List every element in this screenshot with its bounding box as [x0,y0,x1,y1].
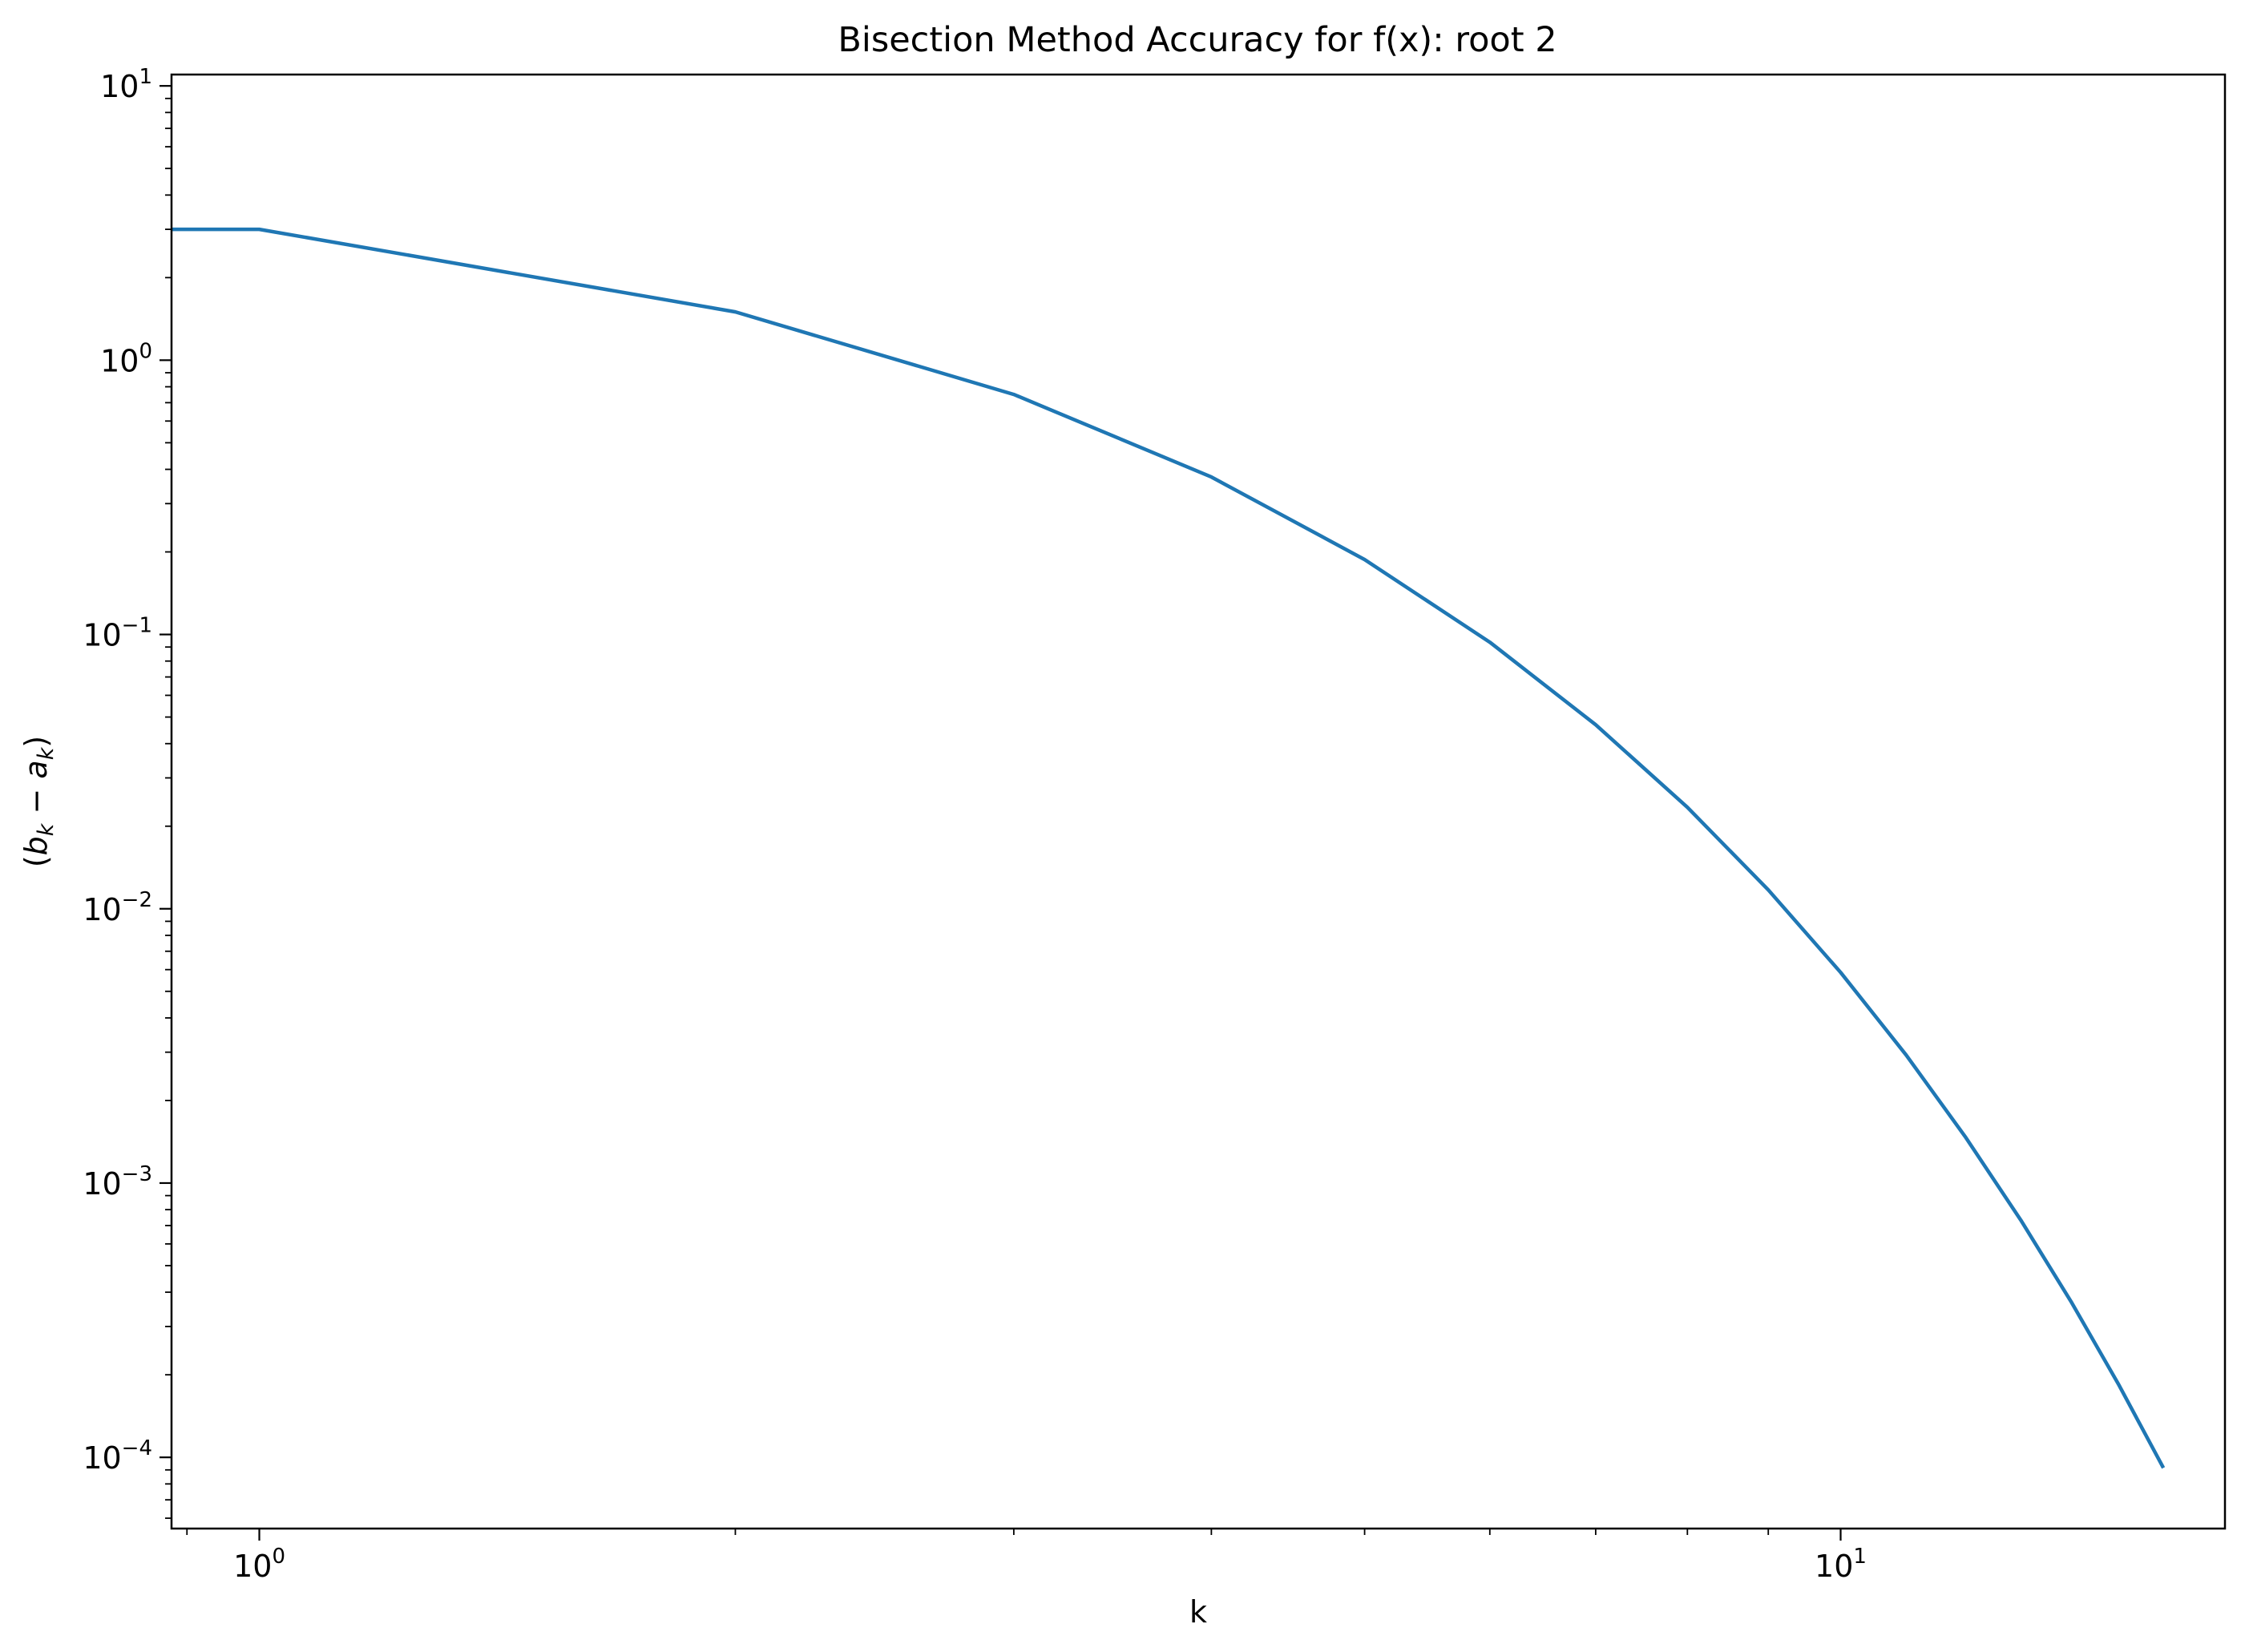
x-tick-label-base: 10 [1815,1549,1853,1584]
y-tick-label-base: 10 [83,618,121,653]
x-tick-label-base: 10 [233,1549,272,1584]
x-tick-label: 101 [1815,1545,1867,1584]
y-tick-label: 10−2 [83,888,152,927]
y-axis-label-a-sub: k [34,746,59,760]
y-axis-label-b: b [18,836,54,855]
x-tick-label: 100 [233,1545,285,1584]
y-axis-label-b-sub: k [34,822,59,836]
y-tick-label: 101 [100,65,152,104]
y-tick-label-base: 10 [83,1166,121,1202]
plot-frame [170,73,2227,1530]
y-tick-label-exp: 1 [139,65,152,89]
y-tick-label-base: 10 [83,1440,121,1476]
y-tick-label: 100 [100,339,152,378]
y-axis-label-minus: − [18,779,54,824]
y-tick-label-exp: −3 [122,1162,152,1186]
chart-title: Bisection Method Accuracy for f(x): root… [838,20,1557,60]
y-axis-label: (bk − ak) [18,736,59,867]
series-line [172,227,2166,1469]
y-tick-label: 10−4 [83,1436,152,1476]
y-tick-label-exp: 0 [139,339,152,363]
y-tick-label-exp: −4 [122,1436,152,1460]
major-ticks [159,85,1842,1541]
y-tick-label: 10−1 [83,614,152,653]
y-axis-label-close: ) [18,736,54,748]
x-tick-label-exp: 0 [272,1545,285,1569]
y-tick-label-exp: −2 [122,888,152,912]
y-axis-label-a: a [18,760,54,778]
x-tick-label-exp: 1 [1853,1545,1867,1569]
minor-ticks [165,97,1770,1535]
plot-area [172,75,2225,1529]
y-tick-label-base: 10 [100,343,139,378]
y-axis-label-open: ( [18,855,54,867]
y-tick-label: 10−3 [83,1162,152,1202]
y-tick-label-base: 10 [100,69,139,104]
y-tick-label-base: 10 [83,892,121,927]
x-tick-labels: 100 101 [233,1545,1867,1584]
y-tick-label-exp: −1 [122,614,152,638]
x-axis-label: k [1189,1594,1207,1630]
